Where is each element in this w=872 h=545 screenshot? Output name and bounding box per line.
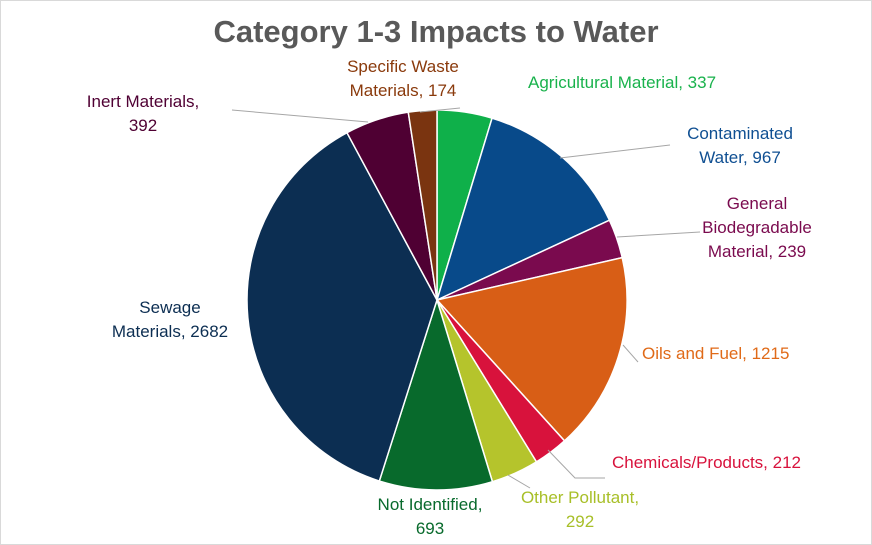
data-label-line: 292 [565,512,595,531]
data-label-contaminated-water: Contaminated Water, 967 [640,122,840,170]
data-label-line: Chemicals/Products, 212 [612,453,801,472]
pie-slice-not-identified [378,297,494,491]
leader-line [559,144,671,159]
data-label-line: Biodegradable [702,218,812,237]
data-label-not-identified: Not Identified, 693 [355,493,505,541]
pie-slice-sewage-materials [246,131,438,482]
data-label-line: Materials, 2682 [111,322,229,341]
data-label-line: Material, 239 [707,242,807,261]
data-label-line: Oils and Fuel, 1215 [642,344,790,363]
data-label-line: Water, 967 [699,148,781,167]
pie-slice-oils-and-fuel [435,256,628,442]
leader-line [622,344,639,363]
pie-slice-contaminated-water [435,117,611,302]
data-label-inert-materials: Inert Materials, 392 [58,90,228,138]
data-label-line: Inert Materials, [86,92,200,111]
data-label-specific-waste-materials: Specific Waste Materials, 174 [318,55,488,103]
data-label-line: Other Pollutant, [520,488,640,507]
leader-line [547,449,605,479]
chart-title: Category 1-3 Impacts to Water [213,14,659,49]
data-label-general-biodegradable-material: General Biodegradable Material, 239 [682,192,832,264]
data-label-agricultural-material: Agricultural Material, 337 [528,71,716,95]
data-label-line: Contaminated [687,124,793,143]
data-label-chemicals-products: Chemicals/Products, 212 [612,451,801,475]
data-label-line: Not Identified, [377,495,483,514]
leader-line [419,107,461,113]
data-label-other-pollutant: Other Pollutant, 292 [505,486,655,534]
leader-line [231,109,369,123]
data-label-line: 693 [415,519,445,538]
data-label-line: Sewage [139,298,201,317]
leader-line [616,231,701,238]
data-label-line: General [726,194,788,213]
data-label-line: Materials, 174 [349,81,457,100]
data-label-line: 392 [128,116,158,135]
data-label-line: Agricultural Material, 337 [528,73,717,92]
data-label-line: Specific Waste [347,57,459,76]
leader-line [507,474,531,489]
data-label-oils-and-fuel: Oils and Fuel, 1215 [642,342,789,366]
data-label-sewage-materials: Sewage Materials, 2682 [60,296,280,344]
